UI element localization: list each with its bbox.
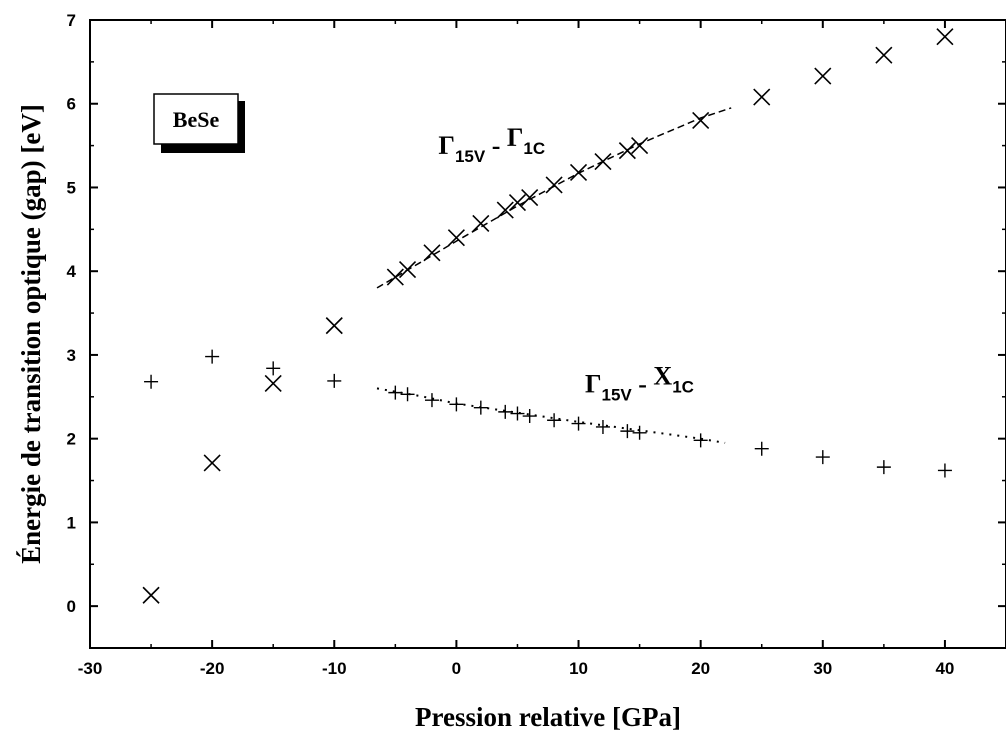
x-marker [325,317,343,335]
fit-curve-dotted [376,387,726,444]
x-marker [496,201,514,219]
x-axis-title: Pression relative [GPa] [415,702,681,732]
plus-marker [937,463,952,478]
plus-marker [754,441,769,456]
x-marker [264,374,282,392]
annotation-symbol: Γ [507,123,524,152]
x-marker [447,229,465,247]
annotation-symbol: Γ [438,131,455,160]
fit-curve-dashed [376,107,732,289]
x-tick-label: 20 [691,659,710,678]
plus-marker [876,460,891,475]
annotation-symbol: X [653,362,672,391]
plus-marker [449,397,464,412]
annotation-subscript: 1C [523,139,545,158]
x-marker [472,214,490,233]
axis-ticks: -30 -20 -10 0 10 20 30 40 0 1 2 3 4 5 6 7 [67,11,1006,678]
x-marker [203,454,221,472]
plus-marker [595,419,610,434]
plus-marker [510,406,525,421]
series-annotation: Γ15V - X1C [585,362,694,405]
annotation-subscript: 1C [672,378,694,397]
x-marker [618,142,636,160]
plus-marker [815,450,830,465]
annotation-symbol: - [485,131,507,160]
x-marker [631,137,649,155]
x-tick-label: -30 [78,659,103,678]
y-tick-label: 7 [67,11,76,30]
plus-marker [424,393,439,408]
plus-marker [400,387,415,402]
plus-marker [327,373,342,388]
y-tick-label: 6 [67,95,76,114]
x-marker [594,152,612,171]
plus-marker [693,433,708,448]
x-tick-label: 40 [935,659,954,678]
x-marker [508,193,527,212]
y-tick-label: 4 [67,262,77,281]
y-tick-label: 1 [67,513,76,532]
plus-marker [266,361,281,376]
plus-marker [620,424,635,439]
annotation-subscript: 15V [455,147,486,166]
x-marker [875,46,893,64]
x-marker [521,188,539,207]
x-marker [142,586,160,604]
badge-label: BeSe [173,107,220,132]
y-axis-title: Énergie de transition optique (gap) [eV] [16,104,46,564]
plus-marker [571,416,586,431]
x-marker [814,67,832,85]
badge: BeSe [153,93,245,153]
x-tick-label: -20 [200,659,225,678]
x-marker [386,268,404,286]
plus-marker [473,400,488,415]
x-marker [936,28,954,46]
plot-frame [89,19,1006,649]
x-marker [569,163,588,181]
x-tick-label: -10 [322,659,347,678]
plus-marker [144,374,159,389]
x-tick-label: 30 [813,659,832,678]
y-tick-label: 3 [67,346,76,365]
annotation-symbol: - [632,370,654,399]
plus-marker [388,385,403,400]
plus-marker [547,413,562,428]
x-tick-label: 0 [452,659,461,678]
badge-box [153,93,239,145]
y-tick-label: 0 [67,597,76,616]
y-tick-label: 5 [67,178,76,197]
plus-marker [632,425,647,440]
x-marker [423,244,441,262]
y-tick-label: 2 [67,430,76,449]
plus-marker [205,349,220,364]
x-marker [753,88,771,106]
annotation-symbol: Γ [585,370,602,399]
plus-marker [498,404,513,419]
x-marker [545,176,563,194]
plus-marker [522,409,537,424]
series-annotation: Γ15V - Γ1C [438,123,545,166]
x-marker [398,260,417,279]
data-markers [142,28,954,604]
annotation-subscript: 15V [602,386,633,405]
x-tick-label: 10 [569,659,588,678]
x-marker [692,111,710,130]
